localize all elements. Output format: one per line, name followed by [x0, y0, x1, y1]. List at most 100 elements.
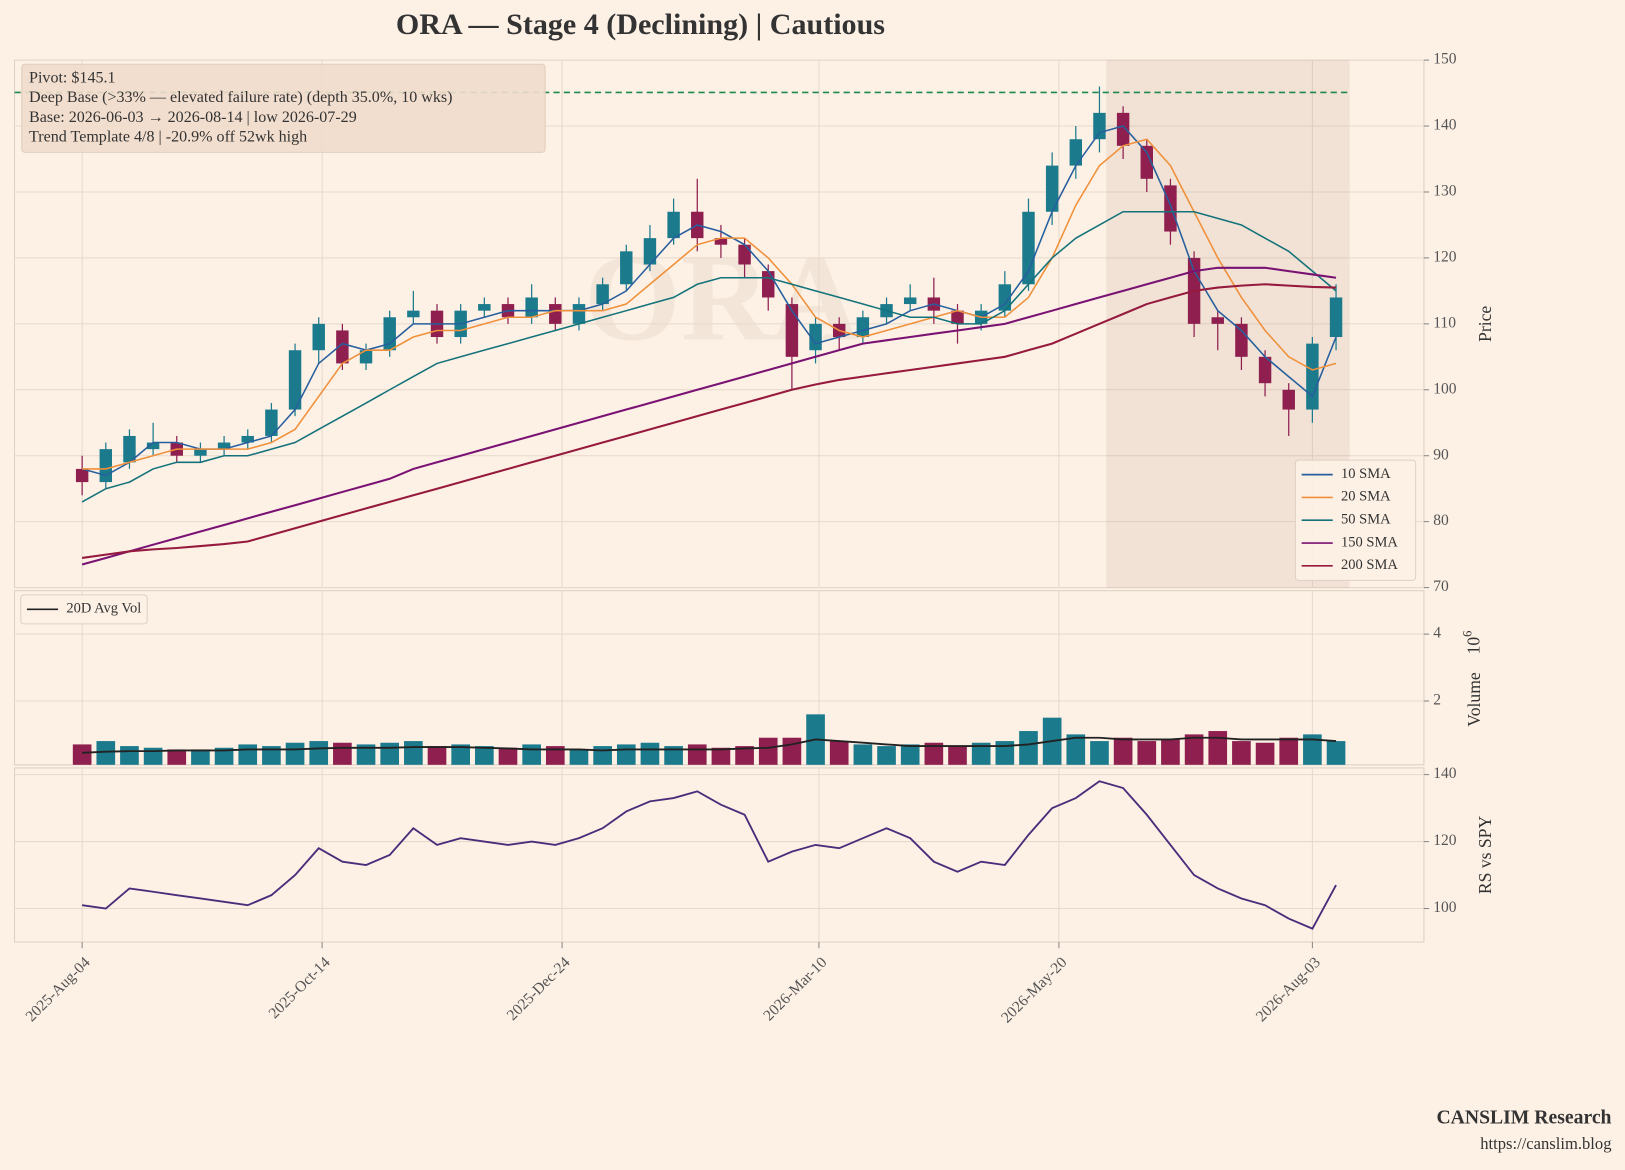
volume-bar — [924, 742, 944, 765]
volume-bar — [167, 749, 187, 765]
candle-body — [809, 323, 822, 351]
candle-body — [217, 442, 231, 450]
candle-body — [1022, 211, 1035, 285]
y-tick-label: 150 — [1433, 51, 1457, 68]
candle-body — [478, 304, 491, 311]
offset-base: 10 — [1464, 637, 1484, 655]
annotation: Trend Template 4/8 | -20.9% off 52wk hig… — [29, 129, 307, 146]
volume-bar — [451, 744, 471, 765]
y-tick-label: 130 — [1433, 183, 1457, 200]
sma-line — [81, 266, 1337, 566]
y-tick-label: 140 — [1433, 765, 1457, 782]
volume-bar — [877, 746, 896, 765]
volume-bar — [404, 741, 423, 765]
candle-body — [1306, 343, 1319, 410]
candle-body — [75, 468, 89, 483]
panel-frame — [14, 767, 1425, 943]
candle-body — [1093, 112, 1106, 140]
volume-bar — [687, 744, 707, 765]
volume-bar — [569, 749, 589, 765]
volume-bar — [191, 749, 210, 765]
volume-bar — [1090, 741, 1109, 765]
legend-label: 150 SMA — [1341, 534, 1398, 550]
annotation: Pivot: $145.1 — [29, 69, 116, 86]
volume-bar — [262, 746, 281, 765]
plot-area: 70 80 90 100 110 120 130 140 150 Price 10 SMA 20 SM… — [14, 51, 1495, 1026]
candle-body — [572, 304, 586, 324]
candle-body — [241, 435, 254, 443]
y-tick-label: 2 — [1433, 692, 1441, 709]
volume-bar — [1208, 731, 1228, 765]
candle-body — [194, 449, 207, 456]
volume-bar — [72, 744, 92, 765]
legend-label: 50 SMA — [1341, 512, 1391, 528]
candle-body — [1069, 139, 1083, 166]
y-tick-label: 100 — [1433, 380, 1457, 397]
volume-bar — [735, 746, 754, 765]
candle-body — [549, 304, 562, 324]
volume-bar — [1326, 741, 1346, 765]
y-tick-label: 140 — [1433, 117, 1457, 134]
legend-label: 200 SMA — [1341, 557, 1398, 573]
chart-title: ORA — Stage 4 (Declining) | Cautious — [396, 7, 885, 41]
y-axis-label: Price — [1475, 306, 1495, 342]
footer-url: https://canslim.blog — [1480, 1134, 1611, 1153]
volume-bar — [593, 746, 612, 765]
candle-body — [1258, 356, 1272, 384]
candle-body — [785, 304, 799, 357]
volume-bar — [238, 744, 258, 765]
candle-body — [643, 238, 657, 265]
candle-body — [1045, 165, 1059, 212]
candle-body — [1211, 317, 1224, 324]
legend-label: 20D Avg Vol — [66, 601, 141, 617]
candle-body — [99, 449, 113, 483]
avg-volume-line — [82, 736, 1337, 754]
volume-bar — [711, 747, 731, 765]
volume-bar — [853, 744, 873, 765]
legend-label: 10 SMA — [1341, 466, 1391, 482]
annotation-box — [21, 63, 546, 153]
offset-exponent: 6 — [1460, 631, 1474, 637]
volume-bar — [427, 746, 447, 765]
volume-bar — [995, 741, 1015, 765]
rs-line — [81, 780, 1337, 930]
candle-body — [407, 310, 420, 318]
volume-bar — [1303, 734, 1322, 765]
candle-body — [123, 435, 136, 463]
volume-bar — [1161, 739, 1180, 765]
volume-bar — [1232, 741, 1251, 765]
volume-bar — [829, 741, 849, 765]
y-tick-label: 100 — [1433, 899, 1457, 916]
annotation: Deep Base (>33% — elevated failure rate)… — [29, 89, 452, 106]
volume-bar — [782, 737, 802, 765]
candle-body — [525, 297, 538, 318]
legend-box — [20, 594, 148, 625]
volume-bar — [333, 742, 352, 765]
candle-body — [1235, 323, 1248, 357]
volume-bar — [1113, 737, 1133, 765]
footer-brand: CANSLIM Research — [1436, 1107, 1611, 1129]
sma-line — [81, 210, 1337, 503]
volume-bar — [498, 747, 518, 765]
candle-body — [359, 350, 373, 364]
volume-bar — [96, 741, 116, 765]
y-tick-label: 80 — [1433, 512, 1449, 529]
sma-line — [81, 283, 1337, 559]
volume-bar — [948, 746, 967, 765]
y-tick-label: 70 — [1433, 578, 1449, 595]
y-tick-label: 90 — [1433, 446, 1449, 463]
y-tick-label: 4 — [1433, 625, 1441, 642]
candle-body — [1329, 297, 1343, 338]
candle-body — [620, 251, 633, 285]
volume-bar — [664, 746, 683, 765]
candle-body — [998, 284, 1012, 311]
volume-bar — [971, 742, 991, 765]
candle-body — [667, 211, 680, 239]
annotation: Base: 2026-06-03 → 2026-08-14 | low 2026… — [29, 109, 357, 126]
y-axis-label: RS vs SPY — [1475, 816, 1495, 895]
candle-body — [714, 238, 728, 245]
candle-body — [265, 409, 278, 436]
volume-bar — [1137, 741, 1157, 765]
